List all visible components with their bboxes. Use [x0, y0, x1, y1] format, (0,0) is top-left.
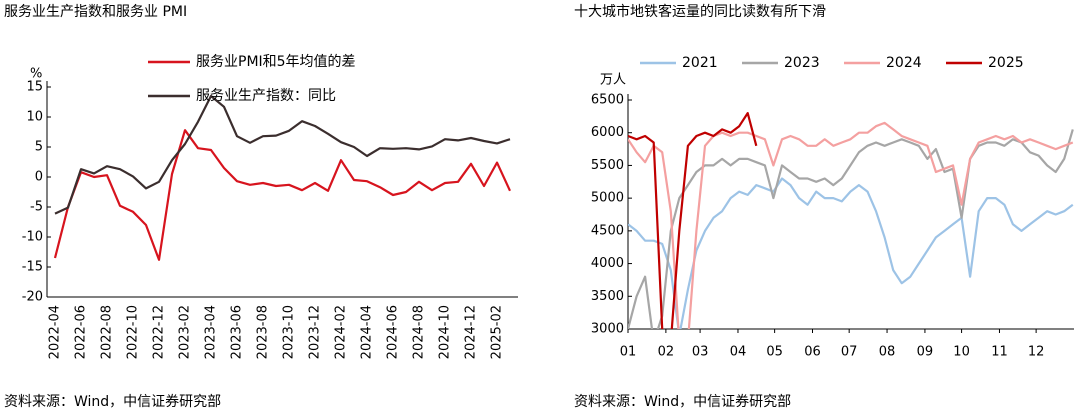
- x-tick-label: 04: [730, 345, 747, 360]
- plot-area: [628, 112, 1074, 329]
- y-tick-label: 6500: [591, 93, 624, 108]
- x-tick-label: 2023-04: [204, 305, 219, 359]
- x-tick-label: 08: [879, 345, 896, 360]
- y-tick-label: 6000: [591, 125, 624, 140]
- y-tick-label: 10: [26, 110, 43, 125]
- x-tick-label: 2022-12: [152, 305, 167, 359]
- y-tick-label: 4000: [591, 256, 624, 271]
- x-tick-label: 2024-12: [464, 305, 479, 359]
- x-tick-label: 2022-06: [74, 305, 89, 359]
- x-tick-label: 2024-10: [438, 305, 453, 359]
- y-tick-label: 5: [35, 140, 43, 155]
- series-line: [628, 177, 1074, 329]
- y-unit: %: [30, 67, 42, 82]
- y-tick-label: -15: [22, 260, 43, 275]
- series-line: [53, 129, 511, 261]
- x-tick-label: 2024-04: [360, 305, 375, 359]
- x-tick-label: 12: [1028, 345, 1045, 360]
- chart-title: 十大城市地铁客运量的同比读数有所下滑: [574, 3, 826, 20]
- x-tick-label: 2022-10: [126, 305, 141, 359]
- legend-label: 2024: [886, 55, 922, 71]
- y-tick-label: -5: [30, 200, 43, 215]
- legend-label: 2025: [988, 55, 1024, 71]
- x-tick-label: 10: [953, 345, 970, 360]
- x-tick-label: 02: [658, 345, 675, 360]
- y-tick-label: 15: [26, 80, 43, 95]
- x-tick-label: 2025-02: [490, 305, 505, 359]
- series-line: [54, 94, 511, 215]
- y-tick-label: 3500: [591, 289, 624, 304]
- x-tick-label: 11: [991, 345, 1008, 360]
- x-tick-label: 2023-06: [230, 305, 245, 359]
- legend-label: 服务业生产指数：同比: [196, 88, 336, 104]
- legend-label: 2023: [784, 55, 820, 71]
- x-tick-label: 2023-12: [308, 305, 323, 359]
- source: 资料来源：Wind，中信证券研究部: [4, 394, 221, 410]
- x-tick-label: 2023-08: [256, 305, 271, 359]
- y-tick-label: -20: [22, 290, 43, 305]
- x-tick-label: 01: [620, 345, 637, 360]
- source: 资料来源：Wind，中信证券研究部: [574, 394, 791, 410]
- y-tick-label: 0: [35, 170, 43, 185]
- x-tick-label: 2024-06: [386, 305, 401, 359]
- chart-title: 服务业生产指数和服务业 PMI: [4, 4, 187, 20]
- y-tick-label: -10: [22, 230, 43, 245]
- x-tick-label: 06: [804, 345, 821, 360]
- y-tick-label: 4500: [591, 223, 624, 238]
- y-tick-label: 5000: [591, 191, 624, 206]
- y-unit: 万人: [600, 73, 626, 88]
- y-tick-label: 3000: [591, 322, 624, 337]
- x-tick-label: 09: [917, 345, 934, 360]
- x-tick-label: 2022-08: [100, 305, 115, 359]
- x-tick-label: 03: [692, 345, 709, 360]
- series-line: [628, 121, 1074, 329]
- legend-label: 2021: [682, 55, 718, 71]
- x-tick-label: 07: [841, 345, 858, 360]
- plot-area: [53, 94, 511, 261]
- x-tick-label: 2024-08: [412, 305, 427, 359]
- legend-label: 服务业PMI和5年均值的差: [196, 54, 356, 70]
- x-tick-label: 2023-10: [282, 305, 297, 359]
- x-tick-label: 2023-02: [178, 305, 193, 359]
- series-line: [628, 129, 1074, 329]
- x-tick-label: 05: [766, 345, 783, 360]
- x-tick-label: 2022-04: [48, 305, 63, 359]
- x-tick-label: 2024-02: [334, 305, 349, 359]
- series-line: [628, 112, 758, 329]
- y-tick-label: 5500: [591, 158, 624, 173]
